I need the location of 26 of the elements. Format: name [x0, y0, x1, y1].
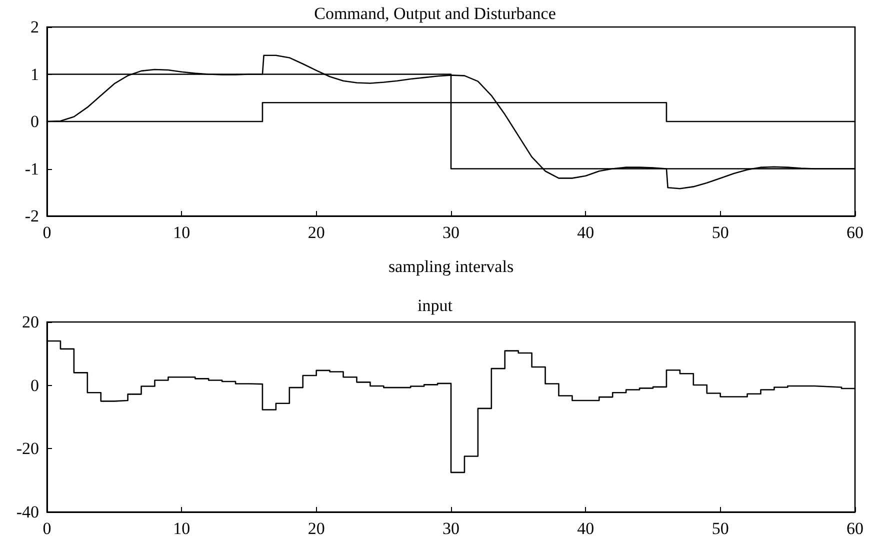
x-tick-label: 20: [308, 223, 325, 242]
x-tick-label: 40: [577, 223, 594, 242]
x-tick-label: 40: [577, 519, 594, 538]
y-tick-label: 0: [30, 376, 39, 395]
y-tick-label: -2: [24, 206, 39, 226]
x-tick-label: 60: [846, 223, 864, 242]
x-tick-label: 0: [42, 223, 52, 242]
x-tick-label: 20: [308, 519, 325, 538]
x-axis-title: sampling intervals: [388, 257, 514, 276]
y-tick-label: 20: [22, 312, 39, 332]
chart-title: Command, Output and Disturbance: [314, 4, 556, 23]
y-tick-label: 0: [30, 112, 39, 131]
chart-title: input: [418, 296, 453, 315]
x-tick-label: 10: [173, 223, 190, 242]
y-tick-label: 1: [30, 64, 39, 84]
x-tick-label: 0: [42, 519, 52, 538]
y-tick-label: -40: [16, 502, 39, 522]
y-tick-label: -20: [16, 439, 39, 458]
x-tick-label: 60: [846, 519, 864, 538]
x-tick-label: 50: [712, 223, 729, 242]
x-tick-label: 30: [442, 519, 460, 538]
y-tick-label: -1: [24, 159, 39, 178]
x-tick-label: 10: [173, 519, 190, 538]
x-tick-label: 50: [712, 519, 729, 538]
y-tick-label: 2: [30, 18, 39, 36]
x-tick-label: 30: [442, 223, 460, 242]
